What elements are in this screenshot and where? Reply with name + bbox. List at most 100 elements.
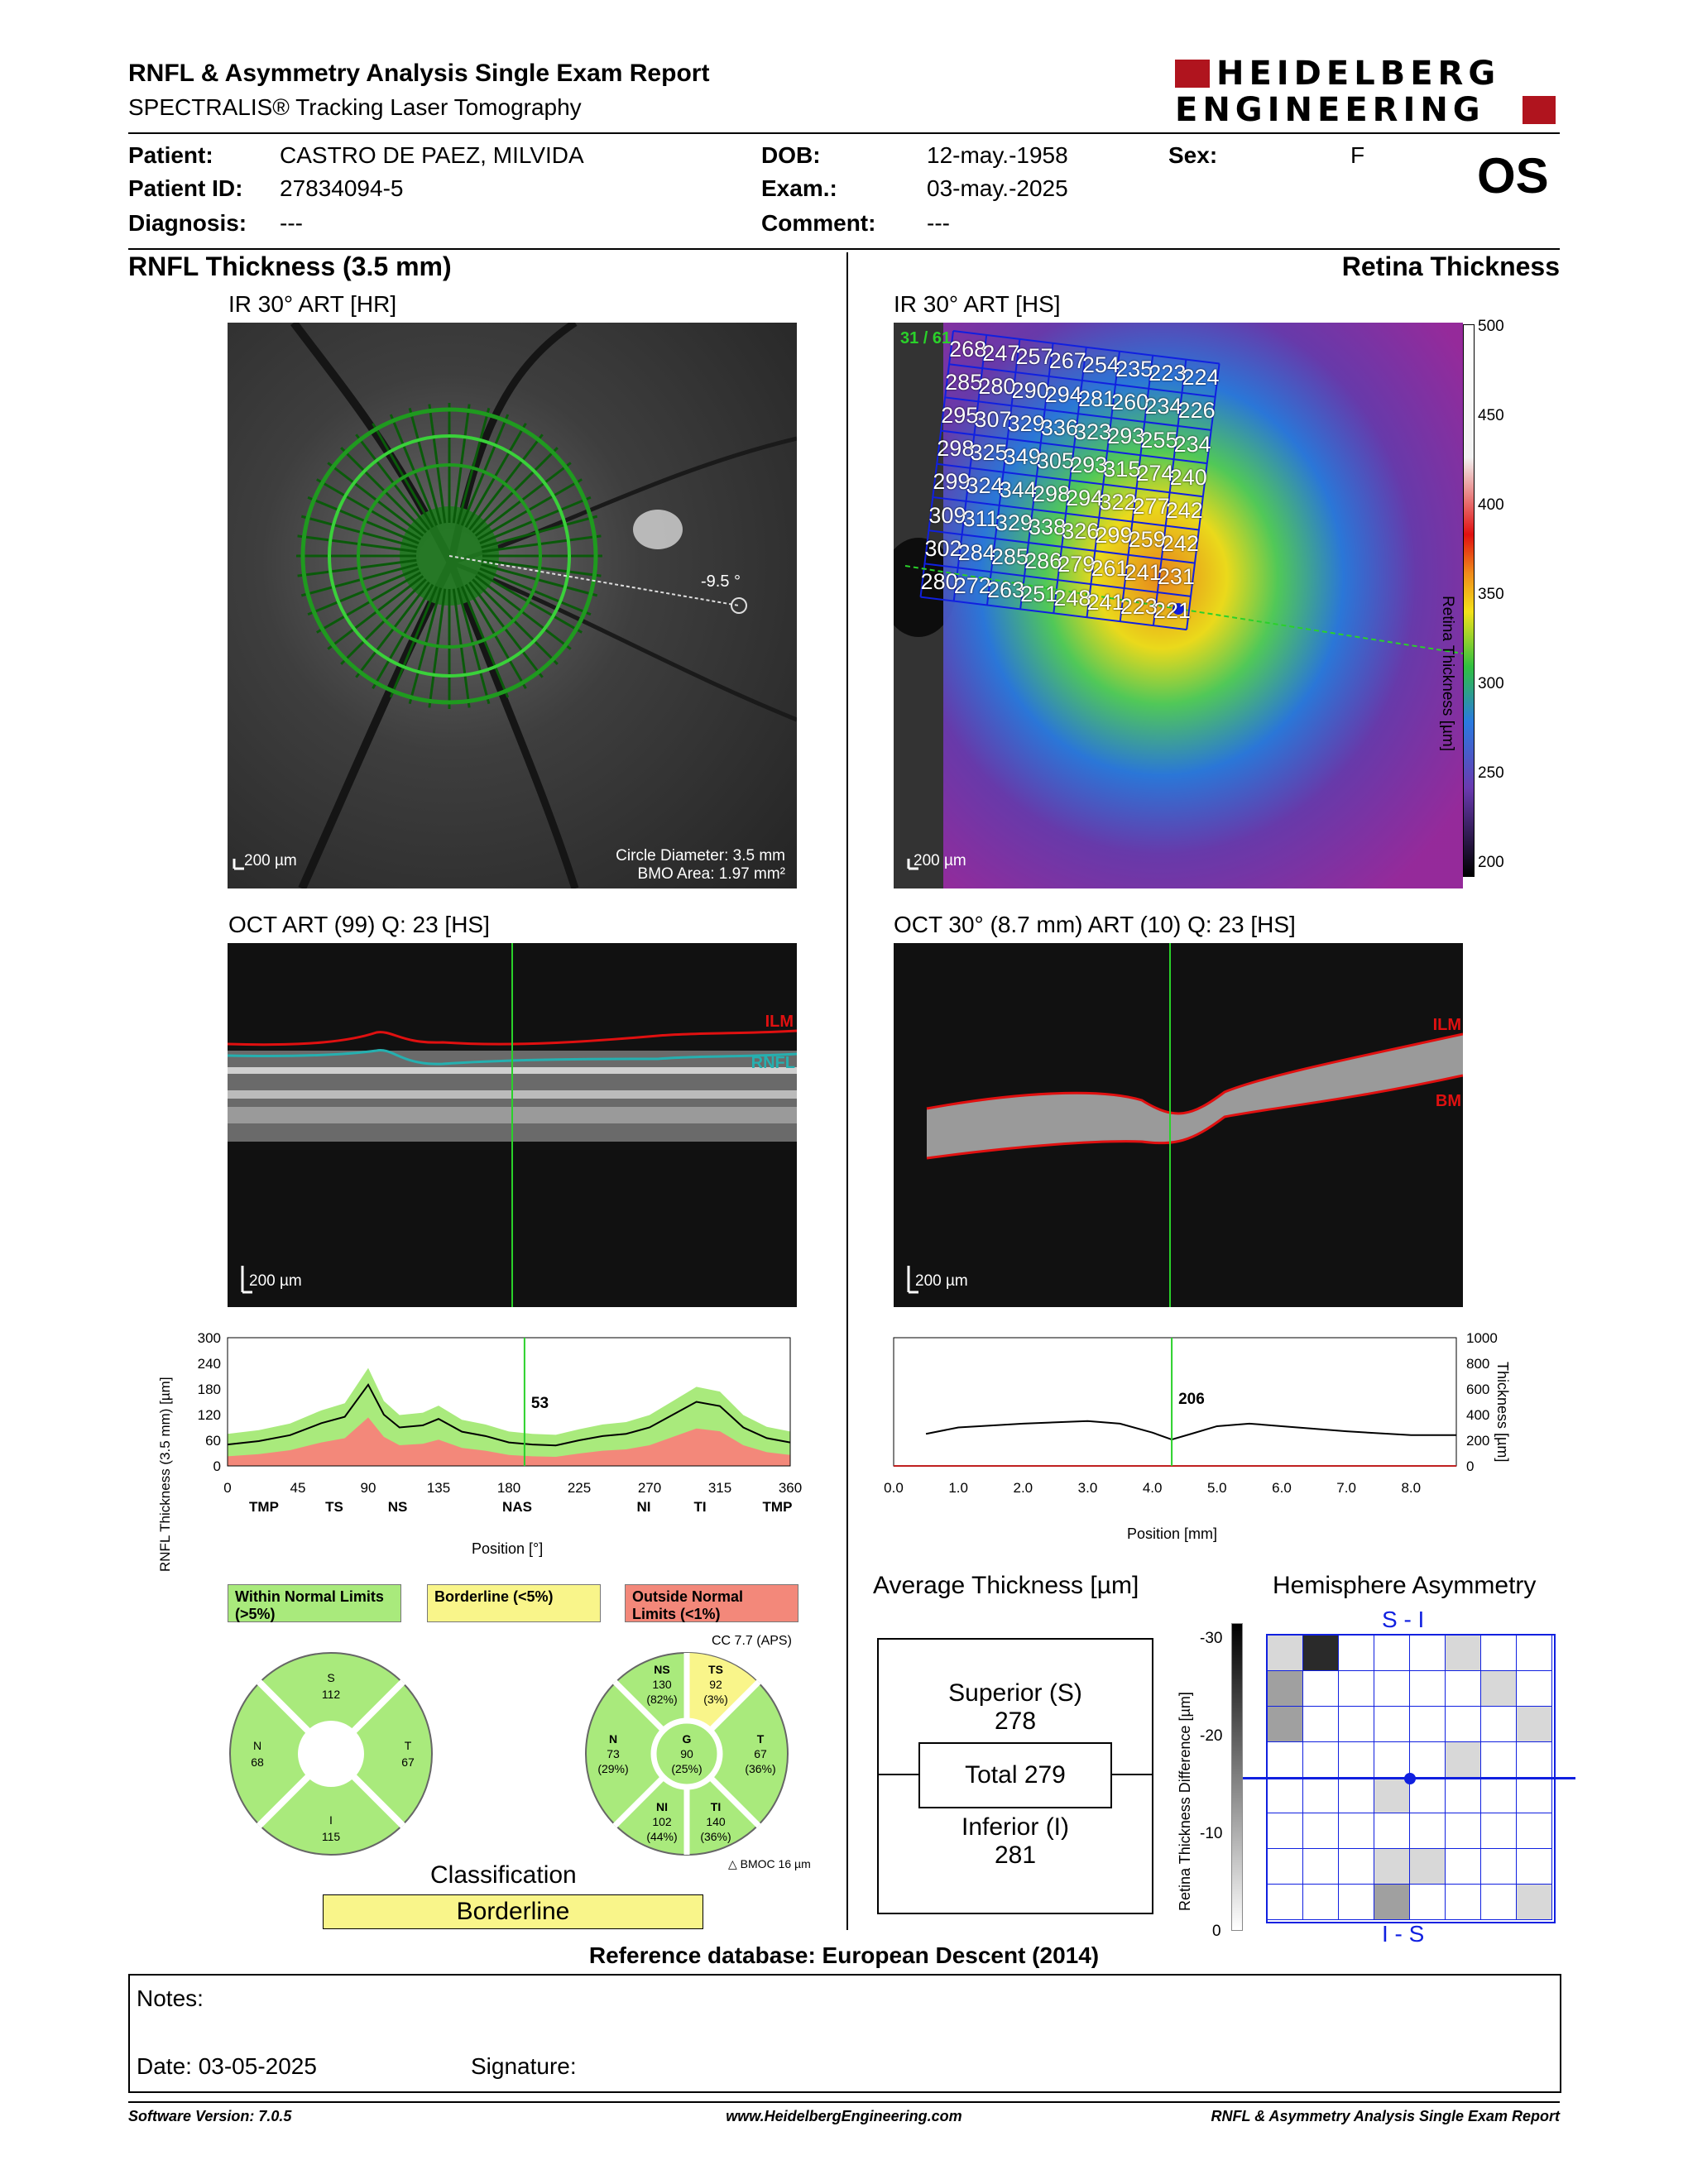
- y-tick-label: 60: [205, 1433, 221, 1449]
- right-oct-scale: 200 µm: [915, 1272, 968, 1290]
- sec-g-value: 90: [680, 1747, 693, 1760]
- asym-cell: [1268, 1885, 1303, 1920]
- x-tick-label: 1.0: [948, 1480, 968, 1496]
- patient-id-value: 27834094-5: [280, 175, 404, 201]
- superior-value: 278: [994, 1707, 1037, 1735]
- website-link[interactable]: www.HeidelbergEngineering.com: [726, 2108, 962, 2124]
- x-tick-label: 7.0: [1336, 1480, 1356, 1496]
- sec-ti-pct: (36%): [700, 1830, 731, 1843]
- avg-thickness-title: Average Thickness [µm]: [873, 1572, 1139, 1599]
- quad-i-value: 115: [322, 1830, 341, 1843]
- asym-cell: [1268, 1636, 1303, 1671]
- grid-cell-value: 285: [945, 369, 983, 395]
- quad-s-value: 112: [322, 1688, 341, 1701]
- dob-value: 12-may.-1958: [927, 142, 1068, 168]
- x-tick-label: 180: [497, 1480, 520, 1496]
- patient-value: CASTRO DE PAEZ, MILVIDA: [280, 142, 584, 168]
- asym-cell: [1374, 1849, 1410, 1885]
- colorbar-tick: 300: [1478, 675, 1504, 692]
- sec-t-label: T: [757, 1732, 765, 1746]
- superior-label: Superior (S): [948, 1679, 1082, 1707]
- right-oct-title: OCT 30° (8.7 mm) ART (10) Q: 23 [HS]: [894, 912, 1296, 937]
- grid-cell-value: 242: [1161, 531, 1199, 557]
- sec-ts-value: 92: [709, 1678, 722, 1691]
- y-tick-label: 1000: [1466, 1330, 1498, 1346]
- fundus-angle-label: -9.5 °: [701, 572, 741, 591]
- x-tick-label: 2.0: [1014, 1480, 1033, 1496]
- asym-cell: [1410, 1778, 1446, 1813]
- grid-cell-value: 226: [1177, 398, 1216, 424]
- sector-tick-label: NAS: [502, 1499, 532, 1515]
- asym-cell: [1268, 1671, 1303, 1707]
- grid-cell-value: 322: [1099, 490, 1137, 515]
- left-oct-ilm: ILM: [765, 1013, 794, 1031]
- colorbar-tick: 200: [1478, 854, 1504, 871]
- rnfl-profile-chart: 53 300 240 180 120 60 00 45 90 135 180 225 270 315 360…: [198, 1330, 803, 1515]
- x-tick-label: 0: [223, 1480, 231, 1496]
- grid-cell-value: 235: [1115, 357, 1153, 382]
- colorbar-tick: 350: [1478, 586, 1504, 603]
- cc-label: CC 7.7 (APS): [712, 1634, 792, 1648]
- asym-cell: [1410, 1885, 1446, 1920]
- report-subtitle: SPECTRALIS® Tracking Laser Tomography: [128, 94, 582, 120]
- sec-t-value: 67: [754, 1747, 767, 1760]
- grid-counter: 31 / 61: [900, 329, 952, 347]
- grid-cell-value: 323: [1074, 419, 1112, 444]
- y-tick-label: 400: [1466, 1407, 1489, 1423]
- right-oct-ilm: ILM: [1432, 1016, 1461, 1034]
- rnfl-section-title: RNFL Thickness (3.5 mm): [128, 251, 452, 281]
- asym-cell: [1268, 1707, 1303, 1742]
- grid-cell-value: 309: [928, 502, 966, 528]
- right-oct-bscan: ILM BM 200 µm: [894, 943, 1463, 1307]
- comment-value: ---: [927, 210, 950, 236]
- sector-diagram: NS 130 (82%) TS 92 (3%) N 73 (29%) G 90 …: [585, 1652, 789, 1856]
- grid-cell-value: 267: [1048, 348, 1086, 374]
- grid-cell-value: 255: [1140, 427, 1178, 453]
- sector-tick-label: TMP: [249, 1499, 279, 1515]
- reference-database: Reference database: European Descent (20…: [588, 1942, 1100, 1968]
- grid-cell-value: 261: [1091, 556, 1129, 582]
- x-tick-label: 270: [638, 1480, 661, 1496]
- asym-cell: [1517, 1813, 1552, 1849]
- asym-cell: [1446, 1742, 1481, 1778]
- asym-cell: [1481, 1742, 1517, 1778]
- patient-id-label: Patient ID:: [128, 175, 243, 201]
- marker-value: 53: [531, 1395, 549, 1412]
- circle-diameter-label: Circle Diameter: 3.5 mm: [616, 847, 785, 864]
- retina-section-title: Retina Thickness: [1341, 251, 1560, 281]
- grid-cell-value: 299: [1095, 523, 1133, 548]
- colorbar-tick: 250: [1478, 764, 1504, 782]
- y-tick-label: 120: [198, 1407, 221, 1423]
- grid-cell-value: 234: [1173, 431, 1211, 457]
- asym-cell: [1374, 1885, 1410, 1920]
- comment-label: Comment:: [761, 210, 876, 236]
- grid-cell-value: 325: [970, 440, 1008, 466]
- asym-cell: [1410, 1742, 1446, 1778]
- quad-n-label: N: [253, 1739, 261, 1752]
- grid-cell-value: 248: [1053, 585, 1091, 611]
- grid-cell-value: 302: [924, 535, 962, 561]
- grid-cell-value: 224: [1182, 365, 1220, 390]
- sector-tick-label: NI: [637, 1499, 651, 1515]
- colorbar-tick: 450: [1478, 407, 1504, 424]
- grid-cell-value: 259: [1128, 527, 1166, 553]
- grid-cell-value: 254: [1081, 352, 1120, 378]
- asym-cell: [1446, 1885, 1481, 1920]
- asym-tick-30: -30: [1200, 1630, 1223, 1647]
- grid-cell-value: 247: [982, 340, 1020, 366]
- grid-cell-value: 221: [1153, 597, 1191, 623]
- sex-label: Sex:: [1168, 142, 1218, 168]
- asym-cell: [1410, 1813, 1446, 1849]
- asym-cell: [1339, 1707, 1374, 1742]
- asym-cell: [1481, 1849, 1517, 1885]
- right-oct-bm: BM: [1435, 1092, 1461, 1110]
- signature-label: Signature:: [471, 2053, 577, 2079]
- left-ir-title: IR 30° ART [HR]: [228, 291, 397, 317]
- asym-cell: [1303, 1885, 1339, 1920]
- grid-cell-value: 257: [1015, 344, 1053, 370]
- grid-cell-value: 311: [962, 506, 999, 532]
- grid-cell-value: 268: [949, 336, 987, 362]
- date-label: Date: 03-05-2025: [137, 2053, 317, 2079]
- colorbar-tick: 500: [1478, 318, 1504, 335]
- grid-values: 268 247 257 267 254 235 223 224 285 280 290 294 281 2…: [894, 323, 1463, 888]
